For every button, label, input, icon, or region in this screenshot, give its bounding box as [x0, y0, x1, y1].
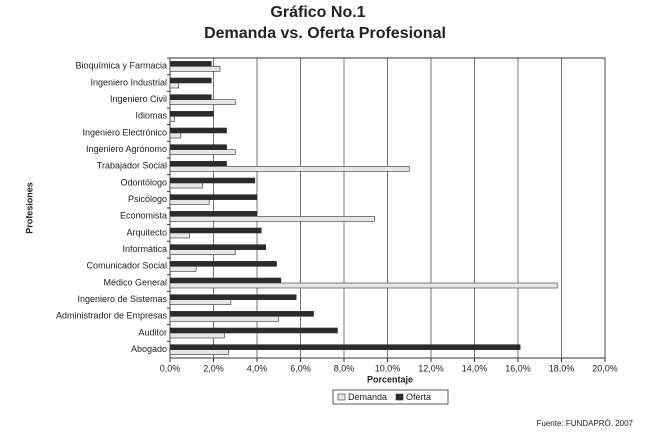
- y-tick-label: Ingeniero de Sistemas: [77, 294, 167, 304]
- bar: [169, 232, 190, 239]
- bar: [169, 227, 262, 234]
- y-tick-label: Comunicador Social: [86, 261, 167, 271]
- bar: [169, 166, 410, 172]
- chart-subtitle: Demanda vs. Oferta Profesional: [204, 25, 446, 42]
- bar: [169, 149, 236, 155]
- x-tick-label: 18,0%: [549, 363, 575, 373]
- bar: [169, 211, 258, 217]
- bar: [169, 144, 227, 150]
- x-tick-label: 4,0%: [247, 363, 268, 373]
- bar: [169, 344, 521, 350]
- bar: [169, 311, 314, 317]
- x-tick-label: 20,0%: [592, 363, 618, 373]
- bar: [169, 249, 236, 255]
- bar: [169, 111, 214, 117]
- bar: [169, 299, 232, 305]
- y-tick-label: Auditor: [138, 327, 167, 337]
- y-tick-label: Economista: [120, 211, 167, 221]
- bar: [169, 294, 297, 300]
- y-tick-label: Médico General: [103, 277, 167, 287]
- bar: [169, 61, 212, 67]
- bar: [169, 277, 282, 284]
- legend-swatch: [395, 393, 404, 401]
- bar: [169, 161, 227, 167]
- bar: [169, 82, 179, 89]
- source: Fuente: FUNDAPRÓ. 2007: [537, 419, 634, 428]
- y-axis-title: Profesiones: [24, 182, 34, 234]
- y-tick-label: Ingeniero Industrial: [90, 77, 167, 87]
- bar: [169, 194, 258, 200]
- y-tick-label: Odontólogo: [120, 177, 167, 187]
- y-tick-label: Informática: [122, 244, 167, 254]
- bar: [169, 266, 197, 272]
- bar: [169, 216, 375, 222]
- bar: [169, 177, 256, 184]
- y-tick-label: Administrador de Empresas: [56, 311, 168, 321]
- bar: [169, 99, 236, 105]
- legend-swatch: [337, 393, 346, 401]
- x-tick-label: 6,0%: [290, 363, 311, 373]
- bar: [169, 66, 221, 72]
- x-tick-label: 0,0%: [160, 363, 181, 373]
- y-tick-label: Ingeniero Civil: [110, 94, 167, 104]
- legend-label: Demanda: [348, 392, 387, 402]
- bar: [169, 132, 182, 139]
- bar: [169, 332, 225, 339]
- bar: [169, 182, 203, 189]
- x-tick-label: 2,0%: [203, 363, 224, 373]
- bar: [169, 244, 266, 250]
- bar: [169, 94, 212, 100]
- bar: [169, 116, 175, 122]
- y-tick-label: Psicólogo: [128, 194, 167, 204]
- y-tick-label: Idiomas: [135, 111, 167, 121]
- bar: [169, 349, 230, 355]
- legend-label: Oferta: [406, 392, 431, 402]
- x-tick-label: 10,0%: [375, 363, 401, 373]
- bar: [169, 261, 277, 267]
- x-tick-label: 14,0%: [462, 363, 488, 373]
- bar: [169, 316, 280, 322]
- x-tick-label: 12,0%: [418, 363, 444, 373]
- y-tick-label: Arquitecto: [126, 227, 167, 237]
- y-tick-label: Ingeniero Agrónomo: [86, 144, 167, 154]
- y-tick-label: Ingeniero Electrónico: [82, 127, 167, 137]
- x-axis-title: Porcentaje: [367, 374, 413, 384]
- x-tick-label: 8,0%: [334, 363, 355, 373]
- chart-title: Gráfico No.1: [270, 4, 365, 21]
- y-tick-label: Trabajador Social: [97, 161, 167, 171]
- bar: [169, 199, 210, 205]
- bar: [169, 77, 212, 84]
- y-tick-label: Abogado: [131, 344, 167, 354]
- bar: [169, 282, 558, 289]
- y-tick-label: Bioquímica y Farmacia: [75, 61, 167, 71]
- bar: [169, 327, 338, 334]
- x-tick-label: 16,0%: [505, 363, 531, 373]
- legend-box: [332, 389, 449, 405]
- bar: [169, 127, 227, 134]
